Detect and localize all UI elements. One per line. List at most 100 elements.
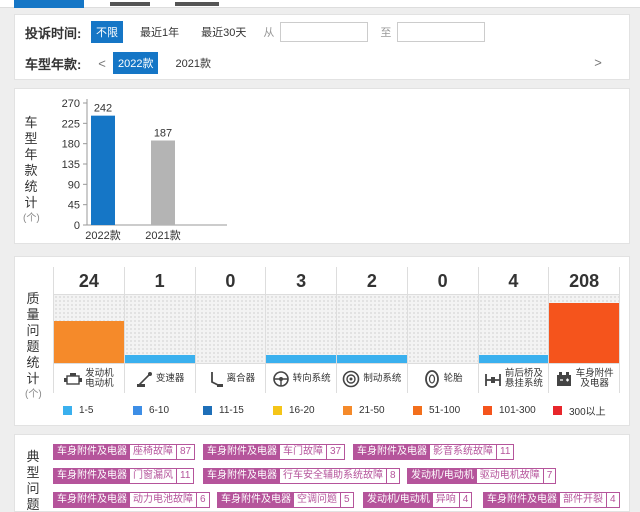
quality-column[interactable]: 4 前后桥及 悬挂系统 xyxy=(478,267,550,393)
year-prev-arrow[interactable]: < xyxy=(98,55,106,71)
year-bar-chart: 0 45 90 135 180 225 270 242 2022款 187 2021款 xyxy=(62,98,227,242)
legend-item: 21-50 xyxy=(343,403,413,417)
year-option-2022[interactable]: 2022款 xyxy=(113,52,159,74)
quality-category[interactable]: 车身附件 及电器 xyxy=(549,363,619,393)
date-from-input[interactable] xyxy=(280,22,369,42)
y-tick-label: 270 xyxy=(62,98,80,110)
quality-column[interactable]: 3 转向系统 xyxy=(266,267,337,393)
engine-icon xyxy=(64,372,83,385)
quality-count: 208 xyxy=(549,267,619,295)
quality-label: 质量问题统计 xyxy=(26,291,40,386)
y-tick-label: 90 xyxy=(68,179,80,191)
problem-count: 8 xyxy=(386,469,399,483)
quality-category-name: 发动机 电动机 xyxy=(85,367,114,389)
problem-name: 座椅故障 xyxy=(133,446,173,457)
filter-panel: 投诉时间: 不限 最近1年 最近30天 从 至 车型年款: < 2022款 20… xyxy=(14,14,630,80)
legend-label: 1-5 xyxy=(79,404,94,416)
quality-bar-area xyxy=(195,295,266,363)
quality-category[interactable]: 转向系统 xyxy=(266,363,336,393)
time-option-1year[interactable]: 最近1年 xyxy=(140,27,180,39)
problem-name: 行车安全辅助系统故障 xyxy=(283,470,383,481)
year-option-2021[interactable]: 2021款 xyxy=(175,58,211,70)
legend-swatch xyxy=(273,405,282,415)
bar-value-label: 187 xyxy=(154,128,172,140)
quality-bar xyxy=(478,354,549,363)
quality-bar xyxy=(549,303,619,363)
quality-category[interactable]: 离合器 xyxy=(195,363,266,393)
tab-second[interactable] xyxy=(110,2,150,6)
y-tick-label: 135 xyxy=(62,159,80,171)
typical-vertical-label: 典型问题 xyxy=(25,449,41,511)
problem-count: 7 xyxy=(542,469,556,483)
tab-third[interactable] xyxy=(175,2,219,6)
legend-item: 51-100 xyxy=(413,403,483,417)
time-option-30days[interactable]: 最近30天 xyxy=(201,27,247,39)
quality-column[interactable]: 2 制动系统 xyxy=(337,267,408,393)
year-filter-label: 车型年款: xyxy=(25,56,82,72)
quality-column[interactable]: 1 变速器 xyxy=(124,267,196,393)
quality-column[interactable]: 0 离合器 xyxy=(195,267,267,393)
problem-tag[interactable]: 车身附件及电器 动力电池故障 6 xyxy=(53,492,210,508)
problem-tag[interactable]: 车身附件及电器 部件开裂 4 xyxy=(483,492,620,508)
problem-category: 车身附件及电器 xyxy=(484,493,560,507)
quality-bar xyxy=(54,320,124,363)
problem-tag[interactable]: 车身附件及电器 行车安全辅助系统故障 8 xyxy=(203,468,400,484)
problem-category: 车身附件及电器 xyxy=(354,445,430,459)
problem-count: 37 xyxy=(326,445,344,459)
problem-category: 车身附件及电器 xyxy=(54,445,130,459)
chart-yunit: (个) xyxy=(23,213,40,224)
quality-column[interactable]: 0 轮胎 xyxy=(407,267,479,393)
problem-name: 车门故障 xyxy=(283,446,323,457)
quality-bar-area xyxy=(266,295,336,363)
problem-tag[interactable]: 车身附件及电器 门窗漏风 11 xyxy=(53,468,195,484)
quality-category[interactable]: 发动机 电动机 xyxy=(54,363,124,393)
problem-count: 11 xyxy=(496,445,513,459)
problem-tag[interactable]: 车身附件及电器 空调问题 5 xyxy=(217,492,354,508)
tab-active[interactable] xyxy=(14,0,84,8)
legend-label: 6-10 xyxy=(149,404,170,416)
y-tick-label: 0 xyxy=(74,220,80,232)
problem-tag[interactable]: 车身附件及电器 座椅故障 87 xyxy=(53,444,196,460)
legend-item: 11-15 xyxy=(203,403,273,417)
quality-bar-area xyxy=(54,295,124,363)
quality-bar-area xyxy=(124,295,195,363)
bar-value-label: 242 xyxy=(94,103,112,115)
quality-category-name: 变速器 xyxy=(155,372,185,384)
problem-category: 发动机/电动机 xyxy=(364,493,433,507)
tire-icon xyxy=(424,369,439,388)
problem-tag[interactable]: 车身附件及电器 车门故障 37 xyxy=(203,444,346,460)
quality-column[interactable]: 208 车身附件 及电器 xyxy=(549,267,620,393)
problem-name: 影音系统故障 xyxy=(433,446,493,457)
problem-count: 4 xyxy=(458,493,472,507)
quality-category[interactable]: 变速器 xyxy=(124,363,195,393)
problem-tag[interactable]: 发动机/电动机 异响 4 xyxy=(363,492,473,508)
axle-icon xyxy=(484,373,501,386)
legend-swatch xyxy=(553,405,562,415)
legend-label: 11-15 xyxy=(219,404,244,416)
time-option-all[interactable]: 不限 xyxy=(91,21,123,43)
quality-count: 24 xyxy=(54,267,124,295)
legend-item: 6-10 xyxy=(133,403,203,417)
problem-tag[interactable]: 发动机/电动机 驱动电机故障 7 xyxy=(407,468,557,484)
quality-column[interactable]: 24 发动机 电动机 xyxy=(54,267,125,393)
time-filter-label: 投诉时间: xyxy=(25,25,82,41)
year-next-arrow[interactable]: > xyxy=(594,55,602,70)
quality-category[interactable]: 轮胎 xyxy=(407,363,478,393)
problem-tag[interactable]: 车身附件及电器 影音系统故障 11 xyxy=(353,444,515,460)
quality-grid: 24 发动机 电动机 1 变速器 0 离合器 3 转向系统 2 制动系统 0 轮胎 4 前后桥及 悬挂系统 20… xyxy=(53,267,620,393)
quality-category[interactable]: 前后桥及 悬挂系统 xyxy=(478,363,549,393)
legend-swatch xyxy=(483,405,492,415)
chart-vertical-label: 车型年款统计 (个) xyxy=(23,115,40,227)
quality-count: 4 xyxy=(478,267,549,295)
date-to-input[interactable] xyxy=(397,22,486,42)
legend-swatch xyxy=(63,405,72,415)
quality-bar-area xyxy=(407,295,478,363)
from-label: 从 xyxy=(263,27,275,39)
x-tick-label: 2022款 xyxy=(85,228,120,242)
quality-category[interactable]: 制动系统 xyxy=(337,363,407,393)
problem-category: 车身附件及电器 xyxy=(54,469,130,483)
legend-item: 300以上 xyxy=(553,403,623,418)
quality-legend: 1-5 6-10 11-15 16-20 21-50 51-100 101-300 300以上 xyxy=(63,403,623,418)
problem-category: 车身附件及电器 xyxy=(54,493,130,507)
quality-category-name: 车身附件 及电器 xyxy=(575,367,614,389)
